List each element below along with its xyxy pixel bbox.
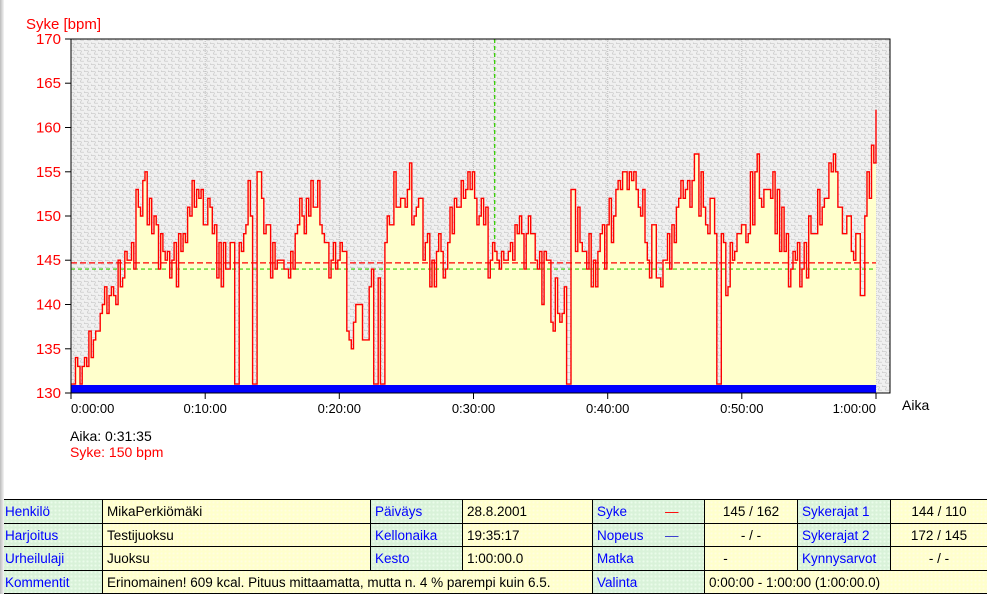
svg-text:150: 150 bbox=[36, 208, 61, 225]
svg-text:155: 155 bbox=[36, 164, 61, 181]
svg-text:0:40:00: 0:40:00 bbox=[586, 401, 629, 416]
svg-text:0:20:00: 0:20:00 bbox=[318, 401, 361, 416]
svg-text:0:10:00: 0:10:00 bbox=[184, 401, 227, 416]
svg-text:0:50:00: 0:50:00 bbox=[720, 401, 763, 416]
svg-text:140: 140 bbox=[36, 297, 61, 314]
svg-text:165: 165 bbox=[36, 75, 61, 92]
svg-text:135: 135 bbox=[36, 341, 61, 358]
svg-text:130: 130 bbox=[36, 385, 61, 402]
svg-text:0:30:00: 0:30:00 bbox=[452, 401, 495, 416]
svg-text:170: 170 bbox=[36, 31, 61, 48]
svg-text:1:00:00: 1:00:00 bbox=[833, 401, 876, 416]
svg-text:145: 145 bbox=[36, 252, 61, 269]
svg-text:Aika: Aika bbox=[902, 397, 929, 413]
svg-text:160: 160 bbox=[36, 120, 61, 137]
svg-text:0:00:00: 0:00:00 bbox=[71, 401, 114, 416]
